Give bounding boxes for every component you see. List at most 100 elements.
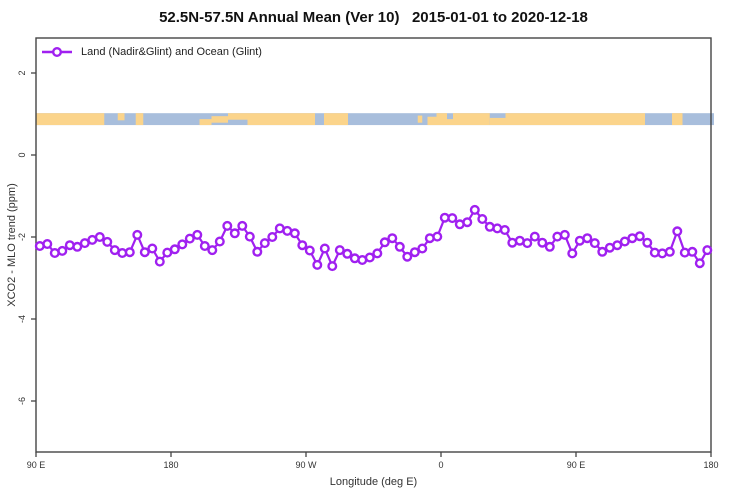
legend: Land (Nadir&Glint) and Ocean (Glint)	[42, 46, 262, 58]
data-point-marker	[529, 231, 540, 242]
data-point-marker	[252, 246, 263, 257]
data-point-marker	[207, 245, 218, 256]
data-point-marker	[237, 220, 248, 231]
data-point-marker	[319, 243, 330, 254]
data-point-marker	[102, 236, 113, 247]
data-point-marker	[409, 247, 420, 258]
data-point-marker	[199, 240, 210, 251]
data-point-marker	[582, 233, 593, 244]
data-point-marker	[642, 237, 653, 248]
x-tick-label: 180	[703, 460, 719, 470]
data-point-marker	[72, 241, 83, 252]
data-point-marker	[222, 220, 233, 231]
x-tick-label: 90 E	[566, 460, 586, 470]
series-markers	[34, 204, 713, 272]
y-tick-label: -6	[17, 396, 27, 406]
map-strip-land-segment	[672, 113, 683, 126]
data-point-marker	[372, 248, 383, 259]
data-point-marker	[702, 245, 713, 256]
data-point-marker	[462, 217, 473, 228]
data-point-marker	[139, 247, 150, 258]
data-point-marker	[379, 237, 390, 248]
data-point-marker	[229, 228, 240, 239]
x-tick-label: 180	[163, 460, 179, 470]
map-strip-land-segment	[427, 116, 437, 126]
data-point-marker	[387, 233, 398, 244]
data-point-marker	[192, 229, 203, 240]
data-point-marker	[124, 247, 135, 258]
data-point-marker	[289, 228, 300, 239]
map-strip-land-segment	[36, 113, 105, 126]
data-point-marker	[537, 237, 548, 248]
chart-title: 52.5N-57.5N Annual Mean (Ver 10) 2015-01…	[159, 9, 588, 26]
data-point-marker	[567, 248, 578, 259]
data-point-marker	[432, 231, 443, 242]
data-point-marker	[402, 251, 413, 262]
data-point-marker	[147, 243, 158, 254]
data-point-marker	[394, 241, 405, 252]
x-tick-label: 90 E	[26, 460, 46, 470]
x-tick-label: 90 W	[295, 460, 317, 470]
data-point-marker	[364, 252, 375, 263]
data-point-marker	[499, 224, 510, 235]
data-point-marker	[267, 231, 278, 242]
map-strip-land-segment	[135, 113, 144, 126]
data-point-marker	[342, 248, 353, 259]
data-point-marker	[214, 236, 225, 247]
data-point-marker	[312, 259, 323, 270]
map-strip-land-segment	[228, 113, 248, 120]
data-point-marker	[634, 231, 645, 242]
data-point-marker	[687, 246, 698, 257]
data-point-marker	[597, 246, 608, 257]
map-strip-land-segment	[505, 113, 645, 126]
map-strip-land-segment	[211, 116, 228, 123]
data-point-marker	[304, 245, 315, 256]
map-strip-land-segment	[417, 115, 423, 123]
data-point-marker	[327, 261, 338, 272]
x-axis-label: Longitude (deg E)	[329, 476, 418, 488]
data-point-marker	[522, 238, 533, 249]
map-strip-land-segment	[247, 113, 315, 126]
data-point-marker	[589, 238, 600, 249]
data-point-marker	[664, 246, 675, 257]
map-strip-land-segment	[436, 113, 447, 126]
data-point-marker	[612, 240, 623, 251]
data-point-marker	[417, 243, 428, 254]
map-strip-land-segment	[324, 113, 348, 126]
map-strip-land-segment	[447, 119, 453, 126]
data-point-marker	[672, 226, 683, 237]
data-point-marker	[57, 245, 68, 256]
data-point-marker	[334, 245, 345, 256]
map-strip-land-segment	[199, 119, 212, 126]
map-strip	[36, 113, 714, 126]
data-point-marker	[469, 204, 480, 215]
data-point-marker	[544, 241, 555, 252]
data-point-marker	[184, 233, 195, 244]
legend-marker-icon	[42, 47, 72, 57]
y-tick-label: 0	[17, 152, 27, 158]
map-strip-land-segment	[453, 113, 490, 126]
x-tick-label: 0	[438, 460, 444, 470]
legend-label: Land (Nadir&Glint) and Ocean (Glint)	[81, 46, 262, 58]
data-point-marker	[177, 239, 188, 250]
data-point-marker	[42, 238, 53, 249]
data-point-marker	[94, 231, 105, 242]
map-strip-land-segment	[489, 117, 506, 126]
data-point-marker	[244, 231, 255, 242]
data-point-marker	[132, 229, 143, 240]
y-tick-label: -2	[17, 232, 27, 242]
y-tick-label: -4	[17, 314, 27, 324]
data-point-marker	[694, 258, 705, 269]
map-strip-land-segment	[117, 113, 125, 121]
data-point-marker	[559, 229, 570, 240]
data-point-marker	[477, 213, 488, 224]
data-point-marker	[297, 240, 308, 251]
data-point-marker	[169, 244, 180, 255]
data-point-marker	[259, 238, 270, 249]
data-point-marker	[154, 256, 165, 267]
y-tick-label: 2	[17, 70, 27, 76]
y-axis-label: XCO2 - MLO trend (ppm)	[6, 183, 18, 307]
data-point-marker	[447, 213, 458, 224]
